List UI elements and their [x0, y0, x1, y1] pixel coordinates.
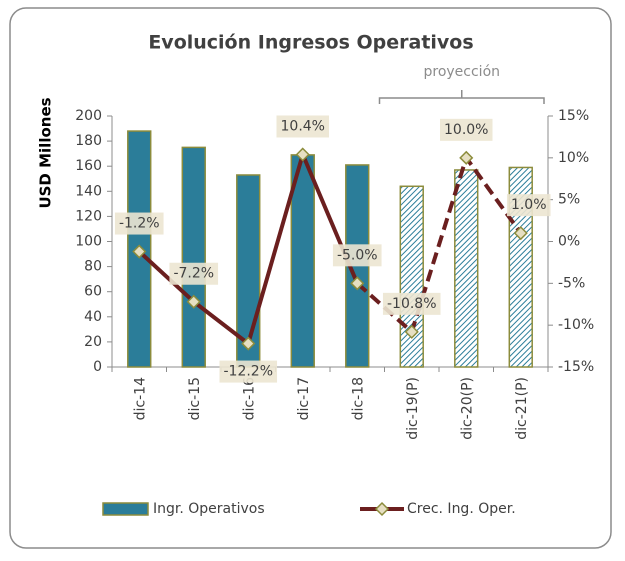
bar: [399, 185, 424, 368]
y-tick-label: 20: [84, 334, 102, 350]
projection-label: proyección: [423, 64, 500, 80]
value-label-bg: [506, 194, 551, 217]
y2-tick-label: -15%: [558, 359, 594, 375]
bar: [181, 146, 206, 368]
y2-tick-label: 10%: [558, 150, 589, 166]
value-label-group: -7.2%: [169, 262, 219, 285]
value-label-bg: [440, 118, 493, 141]
y-tick-label: 0: [93, 359, 102, 375]
marker: [132, 244, 147, 259]
bar: [508, 166, 533, 368]
y-tick-label: 80: [84, 259, 102, 275]
value-label-bg: [276, 115, 329, 138]
y-tick-label: 180: [75, 133, 102, 149]
x-tick-label: dic-15: [187, 377, 203, 420]
value-label: 10.4%: [281, 118, 325, 134]
x-tick-label: dic-17: [296, 377, 312, 420]
y-tick-label: 40: [84, 309, 102, 325]
value-label-bg: [219, 360, 278, 383]
x-tick-label: dic-19(P): [405, 377, 421, 440]
value-label: -12.2%: [223, 364, 273, 380]
value-label-group: 10.4%: [276, 115, 329, 138]
value-label: -1.2%: [119, 216, 160, 232]
x-tick-label: dic-14: [132, 377, 148, 420]
value-label: -7.2%: [173, 266, 214, 282]
value-label-bg: [169, 262, 219, 285]
value-label-group: -12.2%: [219, 360, 278, 383]
y-tick-label: 140: [75, 183, 102, 199]
marker: [513, 226, 528, 241]
y2-tick-label: 0%: [558, 234, 580, 250]
value-label: -5.0%: [337, 247, 378, 263]
y-tick-label: 160: [75, 158, 102, 174]
marker: [350, 276, 365, 291]
value-label-group: -5.0%: [332, 244, 382, 267]
marker: [459, 150, 474, 165]
y-tick-label: 60: [84, 284, 102, 300]
chart-title: Evolución Ingresos Operativos: [148, 32, 473, 54]
marker: [295, 147, 310, 162]
value-label-bg: [332, 244, 382, 267]
x-tick-label: dic-18: [350, 377, 366, 420]
value-label-group: 10.0%: [440, 118, 493, 141]
value-label: 10.0%: [444, 122, 488, 138]
value-label-group: -1.2%: [114, 212, 164, 235]
x-tick-label: dic-16: [241, 377, 257, 420]
legend-label: Ingr. Operativos: [153, 501, 265, 517]
projection-bracket: [378, 90, 545, 104]
bar: [454, 169, 479, 368]
y-axis-label: USD Millones: [37, 97, 55, 208]
value-label: -10.8%: [387, 296, 437, 312]
legend-marker: [374, 501, 390, 517]
y-tick-label: 100: [75, 234, 102, 250]
y-tick-label: 120: [75, 208, 102, 224]
y2-tick-label: 15%: [558, 108, 589, 124]
marker: [404, 324, 419, 339]
marker: [241, 336, 256, 351]
legend-label: Crec. Ing. Oper.: [407, 501, 516, 517]
value-label-bg: [114, 212, 164, 235]
marker: [186, 294, 201, 309]
value-label-group: 1.0%: [506, 194, 551, 217]
legend-swatch: [102, 502, 149, 516]
y2-tick-label: -5%: [558, 275, 585, 291]
value-label-bg: [382, 292, 441, 315]
value-label-group: -10.8%: [382, 292, 441, 315]
y-tick-label: 200: [75, 108, 102, 124]
value-label: 1.0%: [511, 197, 547, 213]
y2-tick-label: -10%: [558, 317, 594, 333]
y2-tick-label: 5%: [558, 192, 580, 208]
x-tick-label: dic-21(P): [514, 377, 530, 440]
x-tick-label: dic-20(P): [459, 377, 475, 440]
